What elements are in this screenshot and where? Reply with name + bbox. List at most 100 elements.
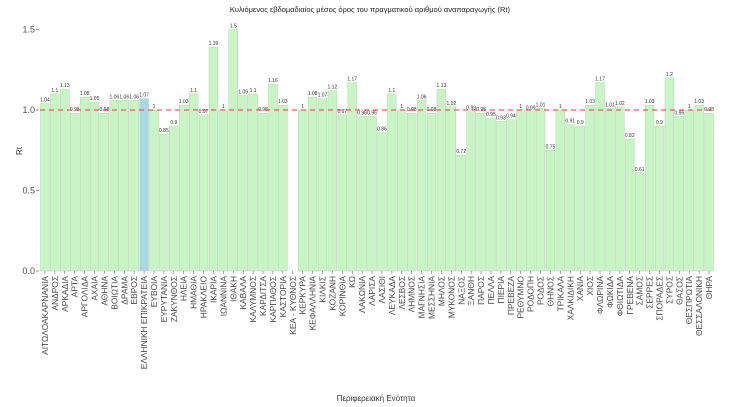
bar	[654, 125, 665, 272]
bar	[218, 109, 229, 272]
x-tick-label: ΠΑΡΟΣ	[476, 276, 486, 305]
data-label: 0.93	[496, 115, 506, 121]
bar	[317, 98, 328, 272]
data-label: 0.96	[357, 110, 367, 116]
x-tick-label: ΛΑΣΙΘΙ	[377, 276, 387, 304]
x-tick-label: ΜΗΛΟΣ	[436, 276, 446, 306]
data-label: 0.99	[466, 106, 476, 112]
data-label: 1.04	[40, 98, 50, 104]
x-tick-label: ΛΕΥΚΑΔΑ	[387, 276, 397, 316]
data-label: 0.9	[577, 120, 584, 126]
bar	[298, 109, 308, 272]
data-label: 1.01	[605, 102, 615, 108]
data-label: 1.13	[437, 83, 447, 89]
bar	[565, 124, 575, 272]
data-label: 1.12	[328, 85, 338, 91]
data-label: 1.08	[80, 91, 90, 97]
data-label: 0.94	[506, 114, 516, 120]
x-tick-label: ΞΑΝΘΗ	[466, 276, 476, 306]
x-tick-label: ΑΙΤΩΛΟΑΚΑΡΝΑΝΙΑ	[40, 276, 50, 355]
chart-title: Κυλιόμενος εβδομαδιαίος μέσος όρος του π…	[230, 5, 511, 14]
data-label: 0.9	[656, 120, 663, 126]
bar	[407, 113, 417, 272]
x-tick-label: ΑΘΗΝΑ	[99, 276, 109, 306]
data-label: 1.17	[347, 77, 357, 83]
x-tick-label: ΖΑΚΥΝΘΟΣ	[169, 276, 179, 322]
bar	[595, 82, 605, 272]
x-tick-label: ΚΑΡΠΑΘΟΣ	[268, 276, 278, 322]
bar	[704, 113, 714, 272]
x-tick-label: ΘΗΡΑ	[704, 276, 714, 300]
bar	[60, 88, 70, 272]
data-label: 1.1	[250, 88, 257, 94]
bar	[89, 101, 100, 272]
x-tick-label: ΠΙΕΡΙΑ	[496, 276, 506, 304]
x-tick-label: ΦΩΚΙΔΑ	[605, 276, 615, 308]
data-label: 0.98	[258, 107, 268, 113]
x-tick-label: ΗΡΑΚΛΕΙΟ	[199, 276, 209, 319]
x-tick-label: ΛΗΜΝΟΣ	[407, 276, 417, 312]
data-label: 1.1	[190, 88, 197, 94]
bar	[476, 113, 486, 272]
x-tick-label: ΕΥΡΥΤΑΝΙΑ	[159, 276, 169, 323]
data-label: 1.16	[268, 78, 278, 84]
y-axis: 0.0 0.5 1.0 1.5	[22, 25, 39, 276]
y-axis-title: Rt	[15, 146, 24, 155]
data-label: 1.2	[666, 72, 673, 78]
data-label: 1.02	[446, 101, 456, 107]
x-tick-label: ΘΕΣΣΑΛΟΝΙΚΗ	[694, 276, 704, 336]
x-tick-label: ΚΙΛΚΙΣ	[317, 276, 327, 303]
bar	[327, 90, 338, 272]
bar	[387, 93, 397, 272]
data-labels: 1.041.11.130.981.081.050.981.061.061.061…	[40, 24, 714, 173]
bar	[545, 150, 556, 272]
bar	[188, 93, 199, 272]
bars	[40, 29, 714, 272]
bar	[684, 109, 694, 272]
x-tick-label: ΚΑΡΔΙΤΣΑ	[258, 276, 268, 316]
bar	[575, 125, 585, 272]
bar	[307, 96, 318, 272]
bar	[70, 113, 80, 272]
data-label: 1.03	[179, 99, 189, 105]
data-label: 1.39	[209, 41, 219, 47]
data-label: 1.03	[278, 99, 288, 105]
x-tick-label: ΛΑΚΩΝΙΑ	[357, 276, 367, 313]
bar	[179, 104, 189, 272]
data-label: 0.75	[546, 144, 556, 150]
bar	[198, 114, 209, 272]
bar	[258, 113, 268, 272]
x-tick-label: ΑΡΓΟΛΙΔΑ	[80, 276, 90, 318]
x-tick-label: ΚΟΖΑΝΗ	[327, 276, 337, 311]
bar	[496, 121, 506, 272]
x-tick-label: ΤΡΙΚΑΛΑ	[555, 276, 565, 312]
x-tick-label: ΑΡΚΑΔΙΑ	[60, 276, 70, 312]
bar	[555, 109, 566, 272]
bar	[525, 111, 536, 272]
data-label: 1.09	[238, 90, 248, 96]
data-label: 0.91	[565, 118, 575, 124]
x-tick-label: ΚΕΡΚΥΡΑ	[298, 276, 308, 315]
data-label: 0.82	[625, 133, 635, 139]
y-tick-label: 1.5	[22, 25, 35, 35]
x-tick-label: ΡΕΘΥΜΝΟ	[516, 276, 526, 319]
bar	[694, 104, 704, 272]
data-label: 1.06	[119, 94, 129, 100]
x-axis: ΑΙΤΩΛΟΑΚΑΡΝΑΝΙΑ ΑΝΔΡΟΣ ΑΡΚΑΔΙΑ ΑΡΤΑ ΑΡΓΟΛΙΔΑ…	[40, 271, 714, 369]
data-label: 0.61	[635, 167, 645, 173]
data-label: 1.07	[318, 93, 328, 99]
x-tick-label: ΛΕΣΒΟΣ	[397, 276, 407, 310]
x-tick-label: ΣΕΡΡΕΣ	[645, 276, 655, 309]
x-tick-label: ΠΕΛΛΑ	[486, 276, 496, 305]
bar	[228, 29, 238, 272]
x-tick-label: ΚΟΡΙΝΘΙΑ	[337, 276, 347, 317]
bar	[446, 106, 456, 272]
data-label: 1.5	[230, 24, 237, 30]
x-tick-label: ΚΑΒΑΛΑ	[238, 276, 248, 310]
bar	[635, 172, 645, 272]
x-tick-label: ΧΑΛΚΙΔΙΚΗ	[565, 276, 575, 320]
x-tick-label: ΦΛΩΡΙΝΑ	[595, 276, 605, 314]
data-label: 1	[519, 104, 522, 110]
x-tick-label: ΝΑΞΟΣ	[456, 276, 466, 305]
bar	[149, 109, 159, 272]
